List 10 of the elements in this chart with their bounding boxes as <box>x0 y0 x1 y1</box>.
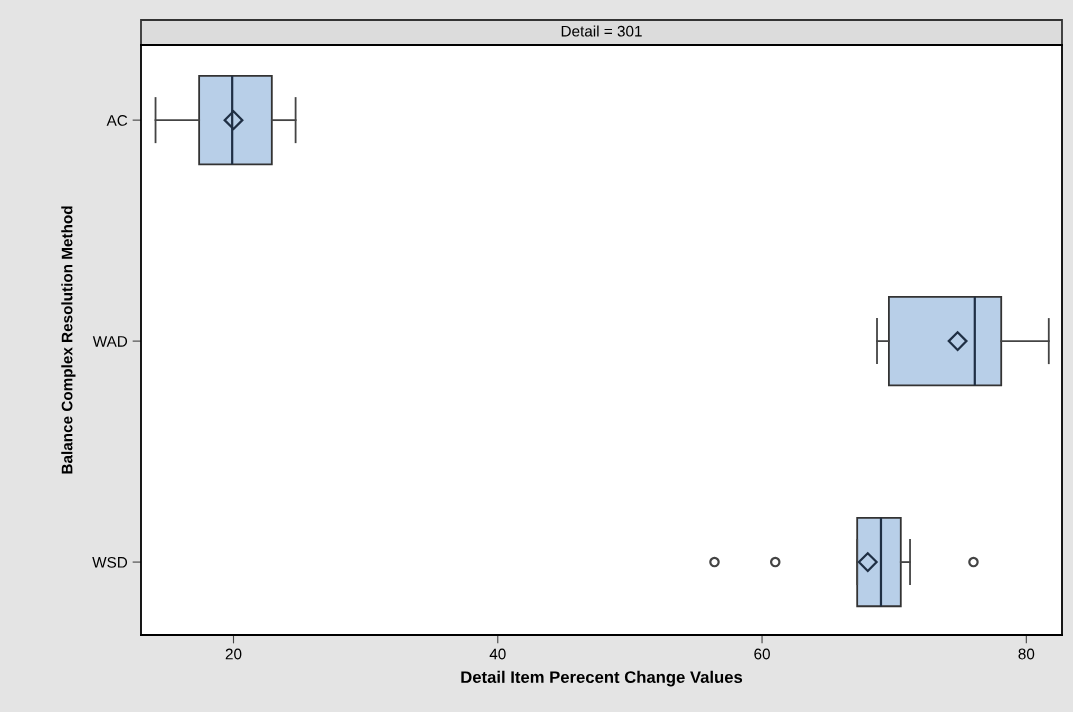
y-tick-label: AC <box>106 115 128 126</box>
y-axis-title: Balance Complex Resolution Method <box>61 206 76 474</box>
x-tick-label: 80 <box>1018 648 1035 660</box>
x-tick-label: 60 <box>754 648 770 660</box>
y-tick-label: WSD <box>92 556 128 568</box>
chart-title: Detail = 301 <box>561 25 642 37</box>
x-tick-label: 20 <box>225 648 242 660</box>
y-tick-label: WAD <box>92 336 128 347</box>
x-tick-label: 40 <box>489 648 506 660</box>
x-axis-title: Detail Item Perecent Change Values <box>461 670 743 687</box>
